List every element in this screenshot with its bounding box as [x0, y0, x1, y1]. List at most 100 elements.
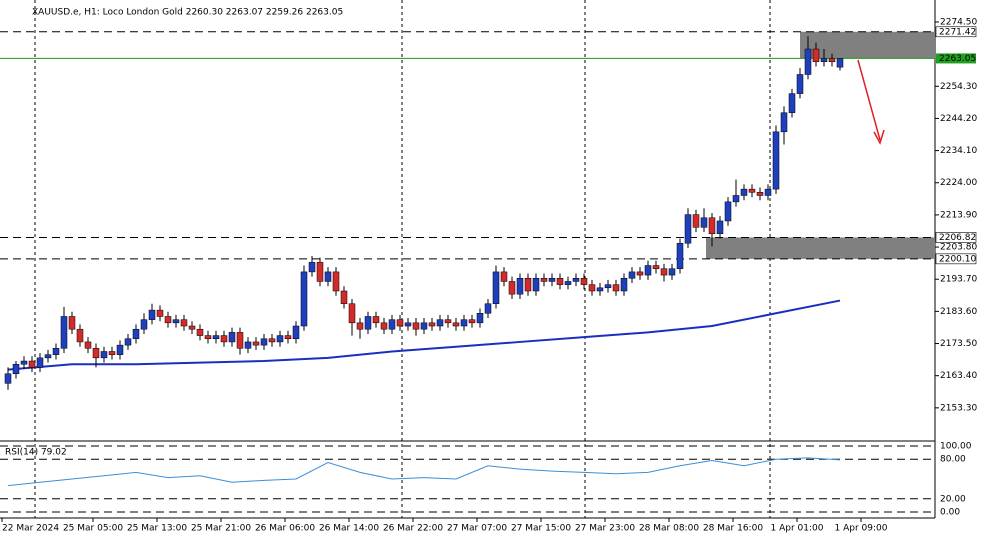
candle-body: [668, 268, 676, 276]
candle-body: [476, 313, 484, 324]
candle-body: [268, 338, 276, 343]
candle-body: [828, 58, 836, 63]
y-tick-label: 2163.40: [940, 371, 977, 381]
candle-body: [836, 58, 844, 68]
candle-body: [420, 322, 428, 330]
zone: [706, 237, 935, 259]
y-tick-label: 2153.30: [940, 403, 977, 413]
x-tick-label: 1 Apr 09:00: [835, 524, 888, 534]
candle-body: [796, 74, 804, 94]
x-tick-label: 27 Mar 23:00: [575, 524, 635, 534]
candle-body: [372, 316, 380, 324]
arrow: [857, 59, 885, 145]
candle-body: [812, 48, 820, 63]
candle-body: [764, 188, 772, 196]
candle-body: [404, 322, 412, 327]
candle-body: [20, 360, 28, 365]
candle-body: [332, 271, 340, 292]
candle-body: [660, 268, 668, 276]
candle-body: [188, 325, 196, 330]
level-label-box: [935, 232, 977, 243]
current-price-label: 2263.05: [939, 54, 976, 64]
candle-body: [468, 319, 476, 324]
candle-body: [444, 319, 452, 324]
candle-body: [428, 322, 436, 327]
x-tick-label: 25 Mar 05:00: [63, 524, 123, 534]
moving-average: [7, 299, 841, 371]
candle-body: [148, 309, 156, 320]
rsi-tick-label: 0.00: [940, 508, 960, 518]
candle-body: [4, 373, 12, 384]
candle-body: [52, 348, 60, 355]
y-tick-label: 2213.90: [940, 210, 977, 220]
candle-body: [724, 201, 732, 222]
x-tick-label: 26 Mar 22:00: [383, 524, 443, 534]
candle-body: [532, 278, 540, 292]
candle-body: [588, 284, 596, 292]
candle-body: [556, 278, 564, 285]
candle-body: [164, 316, 172, 324]
candle-body: [196, 328, 204, 336]
candle-body: [92, 348, 100, 359]
candle-body: [388, 319, 396, 330]
candle-body: [172, 319, 180, 324]
candle-body: [340, 290, 348, 304]
candle-body: [316, 262, 324, 282]
candle-body: [228, 332, 236, 343]
candle-body: [548, 278, 556, 282]
x-tick-label: 1 Apr 01:00: [771, 524, 824, 534]
candle-body: [596, 287, 604, 292]
candle-body: [28, 360, 36, 368]
rsi-label: RSI(14) 79.02: [5, 448, 67, 458]
x-tick-label: 28 Mar 16:00: [703, 524, 763, 534]
candle-body: [220, 335, 228, 343]
y-tick-label: 2224.00: [940, 178, 977, 188]
candle-body: [564, 281, 572, 285]
level-label: 2206.82: [939, 233, 976, 243]
rsi-tick-label: 100.00: [940, 442, 972, 452]
candle-body: [244, 341, 252, 349]
candle-body: [572, 278, 580, 282]
candle-body: [804, 48, 812, 75]
candle-body: [236, 332, 244, 349]
candle-body: [324, 271, 332, 282]
y-tick-label: 2173.50: [940, 339, 977, 349]
candle-body: [260, 338, 268, 346]
candle-body: [300, 271, 308, 327]
candle-body: [820, 58, 828, 63]
rsi-tick-label: 20.00: [940, 494, 966, 504]
zone: [800, 31, 935, 59]
candle-body: [436, 319, 444, 327]
rsi-line: [7, 457, 841, 487]
candle-body: [412, 322, 420, 330]
candle-body: [676, 242, 684, 269]
candle-body: [612, 284, 620, 292]
candle-body: [460, 319, 468, 327]
candle-body: [516, 278, 524, 295]
candle-body: [204, 335, 212, 340]
candle-body: [364, 316, 372, 330]
candle-body: [132, 328, 140, 340]
candle-body: [708, 217, 716, 234]
candle-body: [44, 354, 52, 359]
candle-body: [348, 303, 356, 324]
candle-body: [108, 351, 116, 355]
level-label-box: [935, 253, 977, 265]
candle-body: [524, 278, 532, 292]
candle-body: [292, 325, 300, 340]
candle-body: [60, 316, 68, 349]
candle-body: [604, 284, 612, 289]
candle-body: [36, 357, 44, 368]
candle-body: [684, 214, 692, 244]
candle-body: [732, 195, 740, 203]
y-tick-label: 2254.30: [940, 82, 977, 92]
x-tick-label: 27 Mar 15:00: [511, 524, 571, 534]
level-label-box: [935, 26, 977, 38]
candle-body: [12, 363, 20, 375]
candle-body: [484, 303, 492, 314]
candle-body: [748, 188, 756, 193]
candle-body: [772, 131, 780, 190]
y-tick-label: 2183.60: [940, 307, 977, 317]
candle-body: [308, 262, 316, 273]
